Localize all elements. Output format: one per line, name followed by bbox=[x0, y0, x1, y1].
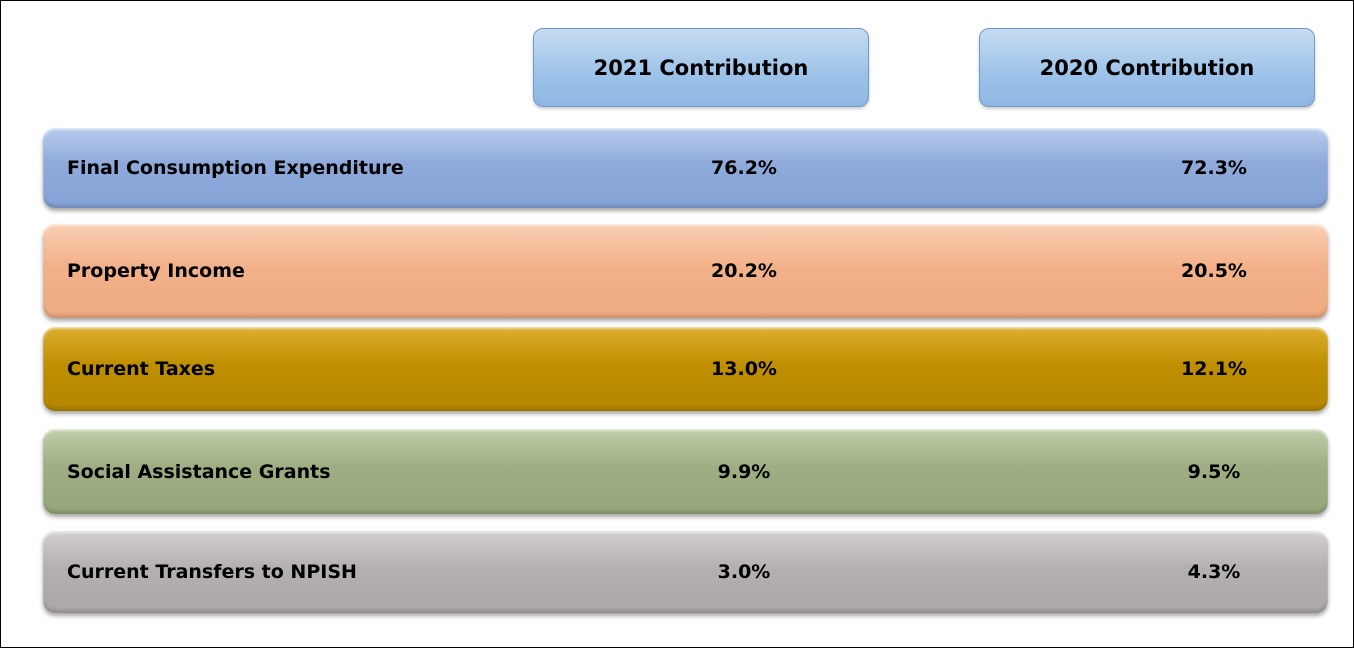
cell-value: 13.0% bbox=[711, 358, 777, 380]
table-row: Current Transfers to NPISH 3.0% 4.3% bbox=[43, 531, 1328, 613]
cell-value: 72.3% bbox=[1181, 157, 1247, 179]
cell-value: 76.2% bbox=[711, 157, 777, 179]
cell-value: 12.1% bbox=[1181, 358, 1247, 380]
table-row: Final Consumption Expenditure 76.2% 72.3% bbox=[43, 128, 1328, 208]
cell-value: 9.5% bbox=[1187, 460, 1241, 483]
row-label: Current Taxes bbox=[67, 358, 216, 380]
table-row: Social Assistance Grants 9.9% 9.5% bbox=[43, 429, 1328, 514]
cell-value: 9.9% bbox=[717, 460, 771, 483]
cell-value: 20.5% bbox=[1181, 260, 1247, 282]
column-header: 2021 Contribution bbox=[533, 28, 869, 107]
row-label: Social Assistance Grants bbox=[67, 460, 331, 483]
row-label: Current Transfers to NPISH bbox=[67, 561, 357, 583]
cell-value: 4.3% bbox=[1187, 561, 1241, 583]
column-header: 2020 Contribution bbox=[979, 28, 1315, 107]
cell-value: 20.2% bbox=[711, 260, 777, 282]
table-row: Property Income 20.2% 20.5% bbox=[43, 224, 1328, 318]
row-label: Property Income bbox=[67, 260, 245, 282]
row-label: Final Consumption Expenditure bbox=[67, 157, 404, 179]
cell-value: 3.0% bbox=[717, 561, 771, 583]
table-row: Current Taxes 13.0% 12.1% bbox=[43, 327, 1328, 411]
